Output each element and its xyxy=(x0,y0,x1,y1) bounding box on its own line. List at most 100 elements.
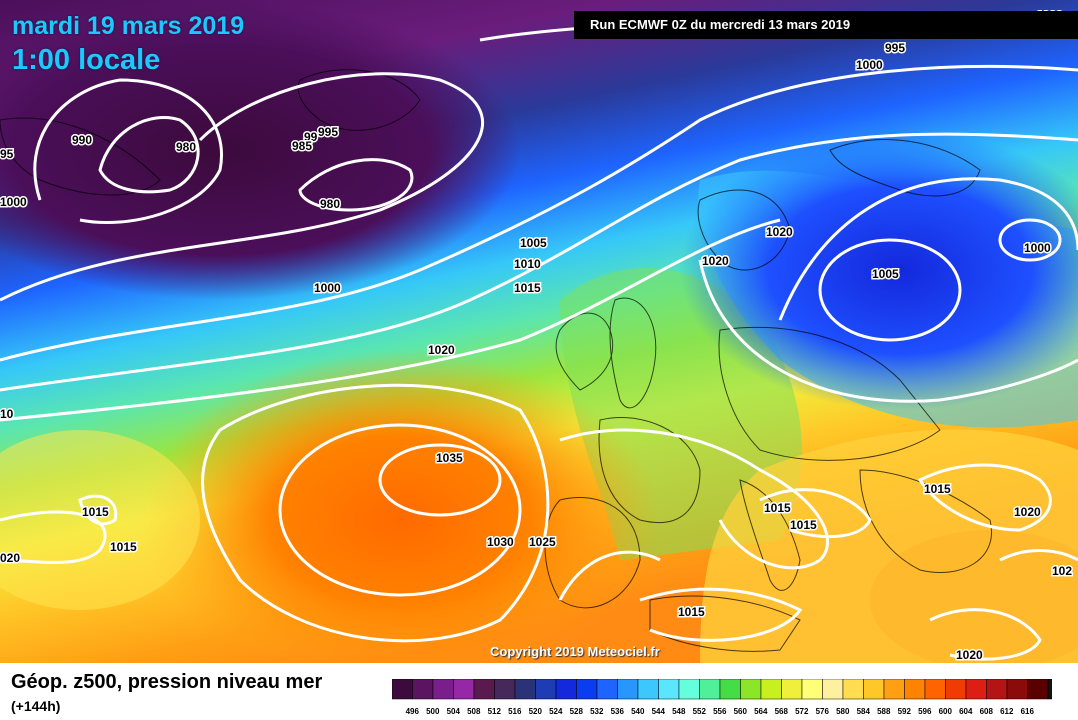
isobar-label: 1020 xyxy=(956,648,983,662)
blue-low-region xyxy=(680,130,1078,410)
scale-swatch xyxy=(760,679,782,700)
scale-label: 588 xyxy=(877,707,891,716)
scale-swatch xyxy=(842,679,864,700)
legend-subtitle: (+144h) xyxy=(11,698,61,714)
scale-label: 592 xyxy=(898,707,912,716)
isobar-label: 1035 xyxy=(436,451,463,465)
scale-swatch xyxy=(637,679,659,700)
scale-label: 540 xyxy=(631,707,645,716)
isobar-label: 985 xyxy=(292,139,312,153)
scale-label: 528 xyxy=(570,707,584,716)
scale-label: 532 xyxy=(590,707,604,716)
scale-swatch xyxy=(1047,679,1052,700)
scale-label: 512 xyxy=(488,707,502,716)
scale-label: 604 xyxy=(959,707,973,716)
forecast-time: 1:00 locale xyxy=(12,44,161,76)
scale-swatch xyxy=(535,679,557,700)
scale-label: 544 xyxy=(652,707,666,716)
west-yellow-region xyxy=(0,430,200,610)
southeast-warm-region xyxy=(870,530,1078,663)
isobar-label: 1000 xyxy=(314,281,341,295)
scale-label: 548 xyxy=(672,707,686,716)
scale-label: 504 xyxy=(447,707,461,716)
scale-label: 584 xyxy=(857,707,871,716)
isobar-label: 1000 xyxy=(0,195,27,209)
scale-swatch xyxy=(514,679,536,700)
scale-label: 568 xyxy=(775,707,789,716)
scale-label: 576 xyxy=(816,707,830,716)
scale-swatch xyxy=(719,679,741,700)
scale-swatch xyxy=(412,679,434,700)
isobar-label: 10 xyxy=(0,407,14,421)
isobar-label: 1020 xyxy=(428,343,455,357)
isobar-label: 990 xyxy=(72,133,92,147)
isobar-label: 1005 xyxy=(520,236,547,250)
scale-swatch xyxy=(986,679,1008,700)
isobar-label: 995 xyxy=(318,125,338,139)
scale-label: 596 xyxy=(918,707,932,716)
scale-swatch xyxy=(1006,679,1028,700)
scale-label: 536 xyxy=(611,707,625,716)
legend-title: Géop. z500, pression niveau mer xyxy=(11,671,323,693)
isobar-label: 1015 xyxy=(764,501,791,515)
isobar-label: 980 xyxy=(176,140,196,154)
isobar-label: 99 xyxy=(304,130,318,144)
isobar-label: 1000 xyxy=(1024,241,1051,255)
isobar-label: 1010 xyxy=(514,257,541,271)
scale-label: 560 xyxy=(734,707,748,716)
isobar-label: 1015 xyxy=(110,540,137,554)
isobar-label: 020 xyxy=(0,551,20,565)
scale-label: 580 xyxy=(836,707,850,716)
isobar-label: 1015 xyxy=(790,518,817,532)
isobar-label: 1020 xyxy=(1014,505,1041,519)
scale-swatch xyxy=(576,679,598,700)
scale-swatch xyxy=(965,679,987,700)
isobars xyxy=(0,18,1078,661)
isobar-label: 1015 xyxy=(924,482,951,496)
scale-label: 520 xyxy=(529,707,543,716)
coastlines xyxy=(0,69,992,652)
scale-swatch xyxy=(473,679,495,700)
scale-swatch xyxy=(678,679,700,700)
legend-footer: Géop. z500, pression niveau mer (+144h) … xyxy=(0,663,1078,720)
isobar-label: 1020 xyxy=(766,225,793,239)
isobar-label: 1030 xyxy=(487,535,514,549)
isobar-label: 1025 xyxy=(529,535,556,549)
scale-swatch xyxy=(740,679,762,700)
scale-swatch xyxy=(617,679,639,700)
scale-label: 556 xyxy=(713,707,727,716)
color-scale: 496 500 504 508 512 516 520 524 528 532 536 540 544 5… xyxy=(392,679,1052,716)
scale-label: 564 xyxy=(754,707,768,716)
scale-swatch xyxy=(699,679,721,700)
scale-swatch xyxy=(781,679,803,700)
scale-swatch xyxy=(596,679,618,700)
copyright-notice: Copyright 2019 Meteociel.fr xyxy=(490,644,660,659)
isobar-label: 980 xyxy=(320,197,340,211)
scale-swatch xyxy=(822,679,844,700)
scale-swatch xyxy=(863,679,885,700)
isobar-label: 995 xyxy=(885,41,905,55)
isobar-label: 1005 xyxy=(872,267,899,281)
scale-label: 508 xyxy=(467,707,481,716)
isobar-label: 102 xyxy=(1052,564,1072,578)
scale-swatch xyxy=(494,679,516,700)
scale-label: 552 xyxy=(693,707,707,716)
scale-swatch xyxy=(432,679,454,700)
scale-label: 600 xyxy=(939,707,953,716)
isobar-label: 1015 xyxy=(82,505,109,519)
isobar-label: 1015 xyxy=(514,281,541,295)
scale-swatch xyxy=(1027,679,1049,700)
weather-map: 995 1000 990 980 99 985 995 980 1000 95 … xyxy=(0,0,1078,663)
model-run-info: Run ECMWF 0Z du mercredi 13 mars 2019 xyxy=(574,11,1078,39)
isobar-label: 1000 xyxy=(856,58,883,72)
scale-label: 572 xyxy=(795,707,809,716)
scale-label: 608 xyxy=(980,707,994,716)
isobar-label: 1015 xyxy=(678,605,705,619)
scale-swatch xyxy=(453,679,475,700)
scale-label: 500 xyxy=(426,707,440,716)
scale-label: 524 xyxy=(549,707,563,716)
scale-swatch xyxy=(924,679,946,700)
isobar-label: 1020 xyxy=(702,254,729,268)
scale-swatch xyxy=(392,679,413,700)
scale-label: 616 xyxy=(1021,707,1035,716)
